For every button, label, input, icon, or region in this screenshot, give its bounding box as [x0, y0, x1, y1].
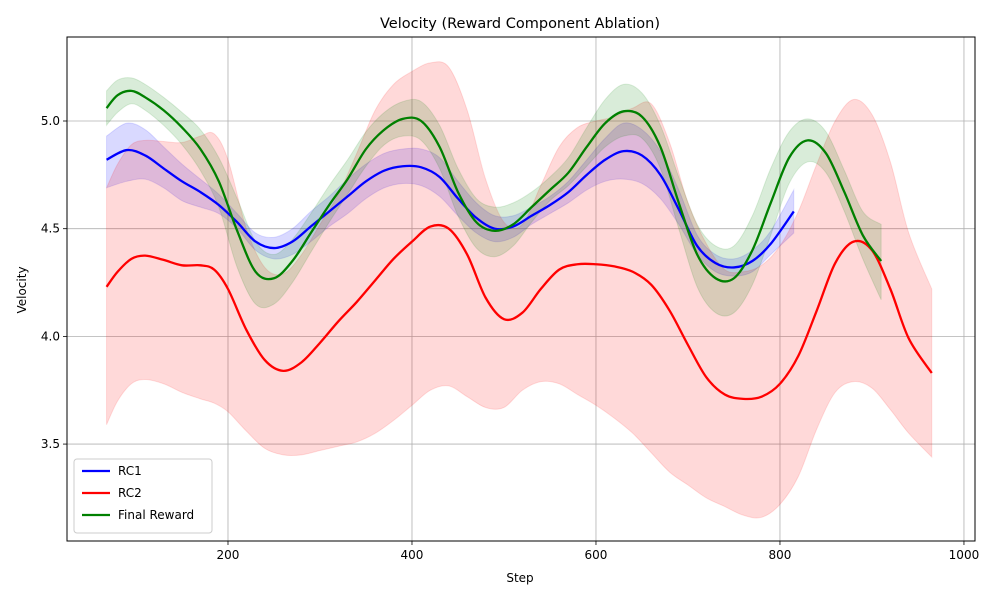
series-line [105, 89, 883, 283]
confidence-band [106, 77, 882, 317]
x-tick-label: 400 [401, 548, 424, 562]
x-axis-ticks: 200 400 600 800 1000 [217, 541, 980, 562]
series-lines [105, 89, 933, 401]
series-line [105, 223, 933, 401]
y-tick-label: 4.0 [41, 329, 60, 343]
grid-lines [67, 37, 975, 541]
x-tick-label: 200 [217, 548, 240, 562]
y-tick-label: 5.0 [41, 114, 60, 128]
y-axis-ticks: 3.5 4.0 4.5 5.0 [41, 114, 67, 451]
x-tick-label: 1000 [949, 548, 980, 562]
legend: RC1 RC2 Final Reward [73, 458, 213, 534]
series-line [106, 148, 795, 269]
y-tick-label: 4.5 [41, 222, 60, 236]
y-tick-label: 3.5 [41, 437, 60, 451]
x-tick-label: 600 [585, 548, 608, 562]
x-axis-label: Step [506, 571, 533, 585]
y-axis-label: Velocity [15, 266, 29, 313]
legend-label: Final Reward [118, 508, 194, 522]
confidence-band [106, 122, 795, 277]
legend-label: RC1 [118, 464, 142, 478]
legend-label: RC2 [118, 486, 142, 500]
confidence-bands [106, 61, 933, 519]
plot-frame [66, 36, 976, 542]
chart-title: Velocity (Reward Component Ablation) [380, 16, 660, 32]
confidence-band [106, 61, 933, 519]
x-tick-label: 800 [769, 548, 792, 562]
